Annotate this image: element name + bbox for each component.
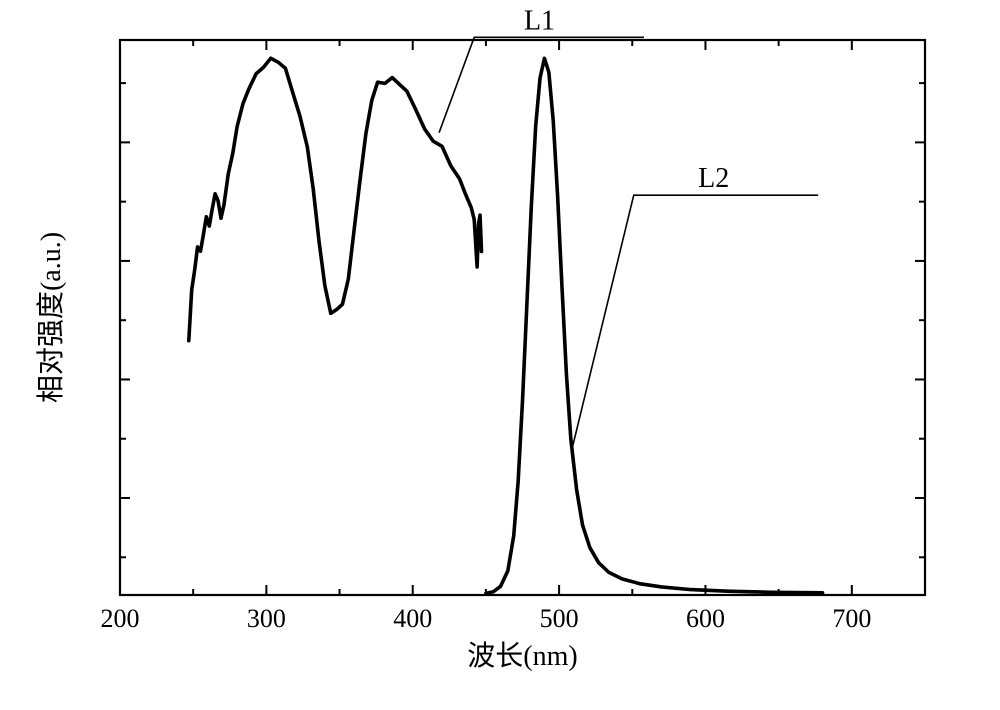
- x-tick-label: 200: [101, 604, 140, 633]
- x-tick-label: 400: [393, 604, 432, 633]
- series-label-L1: L1: [524, 5, 555, 36]
- x-axis-label: 波长(nm): [467, 640, 577, 672]
- x-tick-label: 500: [540, 604, 579, 633]
- y-axis-label: 相对强度(a.u.): [35, 232, 67, 403]
- x-tick-label: 600: [686, 604, 725, 633]
- series-label-L2: L2: [698, 163, 729, 194]
- x-tick-label: 300: [247, 604, 286, 633]
- x-tick-label: 700: [832, 604, 871, 633]
